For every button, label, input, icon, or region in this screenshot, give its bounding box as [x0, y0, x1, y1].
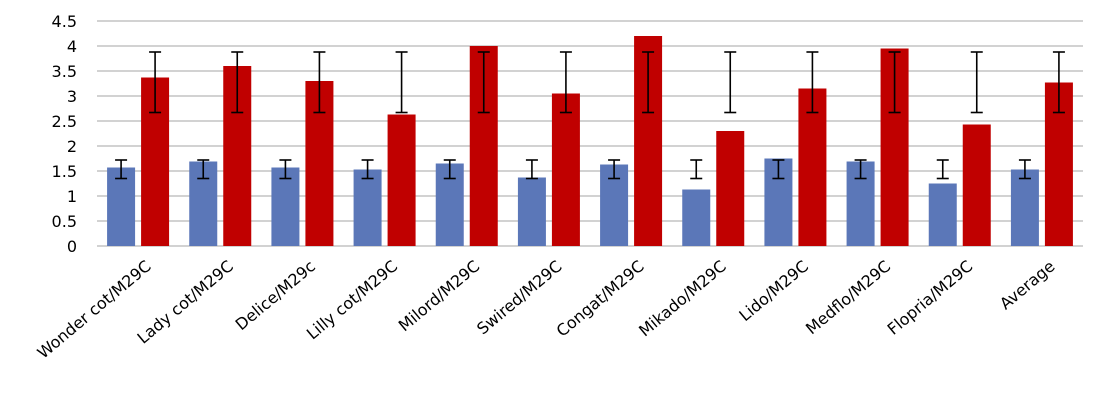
- x-category-label: Average: [996, 257, 1059, 314]
- x-category-label: Wonder cot/M29C: [34, 257, 155, 363]
- x-category-label: Lido/M29C: [735, 257, 812, 326]
- bar: [517, 177, 546, 246]
- y-tick-label: 2: [67, 137, 77, 156]
- bar: [1010, 169, 1039, 246]
- bar: [716, 131, 745, 246]
- bar: [962, 124, 991, 246]
- y-tick-label: 0: [67, 237, 77, 256]
- y-tick-label: 3: [67, 87, 77, 106]
- y-tick-label: 1.5: [52, 162, 77, 181]
- x-category-label: Congat/M29C: [553, 257, 648, 341]
- bar: [387, 114, 416, 246]
- x-category-label: Flopria/M29C: [884, 257, 977, 339]
- bar: [928, 183, 957, 246]
- x-category-label: Delice/M29c: [232, 257, 319, 335]
- y-tick-label: 4.5: [52, 12, 77, 31]
- bar: [353, 169, 382, 246]
- y-tick-label: 4: [67, 37, 77, 56]
- bar: [271, 167, 300, 246]
- y-tick-label: 3.5: [52, 62, 77, 81]
- x-category-label: Mikado/M29C: [635, 257, 730, 341]
- bar: [107, 167, 136, 246]
- x-category-label: Milord/M29C: [395, 257, 484, 336]
- bar: [551, 93, 580, 246]
- y-tick-label: 2.5: [52, 112, 77, 131]
- bar: [682, 189, 711, 246]
- y-tick-label: 1: [67, 187, 77, 206]
- y-tick-label: 0.5: [52, 212, 77, 231]
- bar: [798, 88, 827, 246]
- x-category-label: Medflo/M29C: [802, 257, 894, 339]
